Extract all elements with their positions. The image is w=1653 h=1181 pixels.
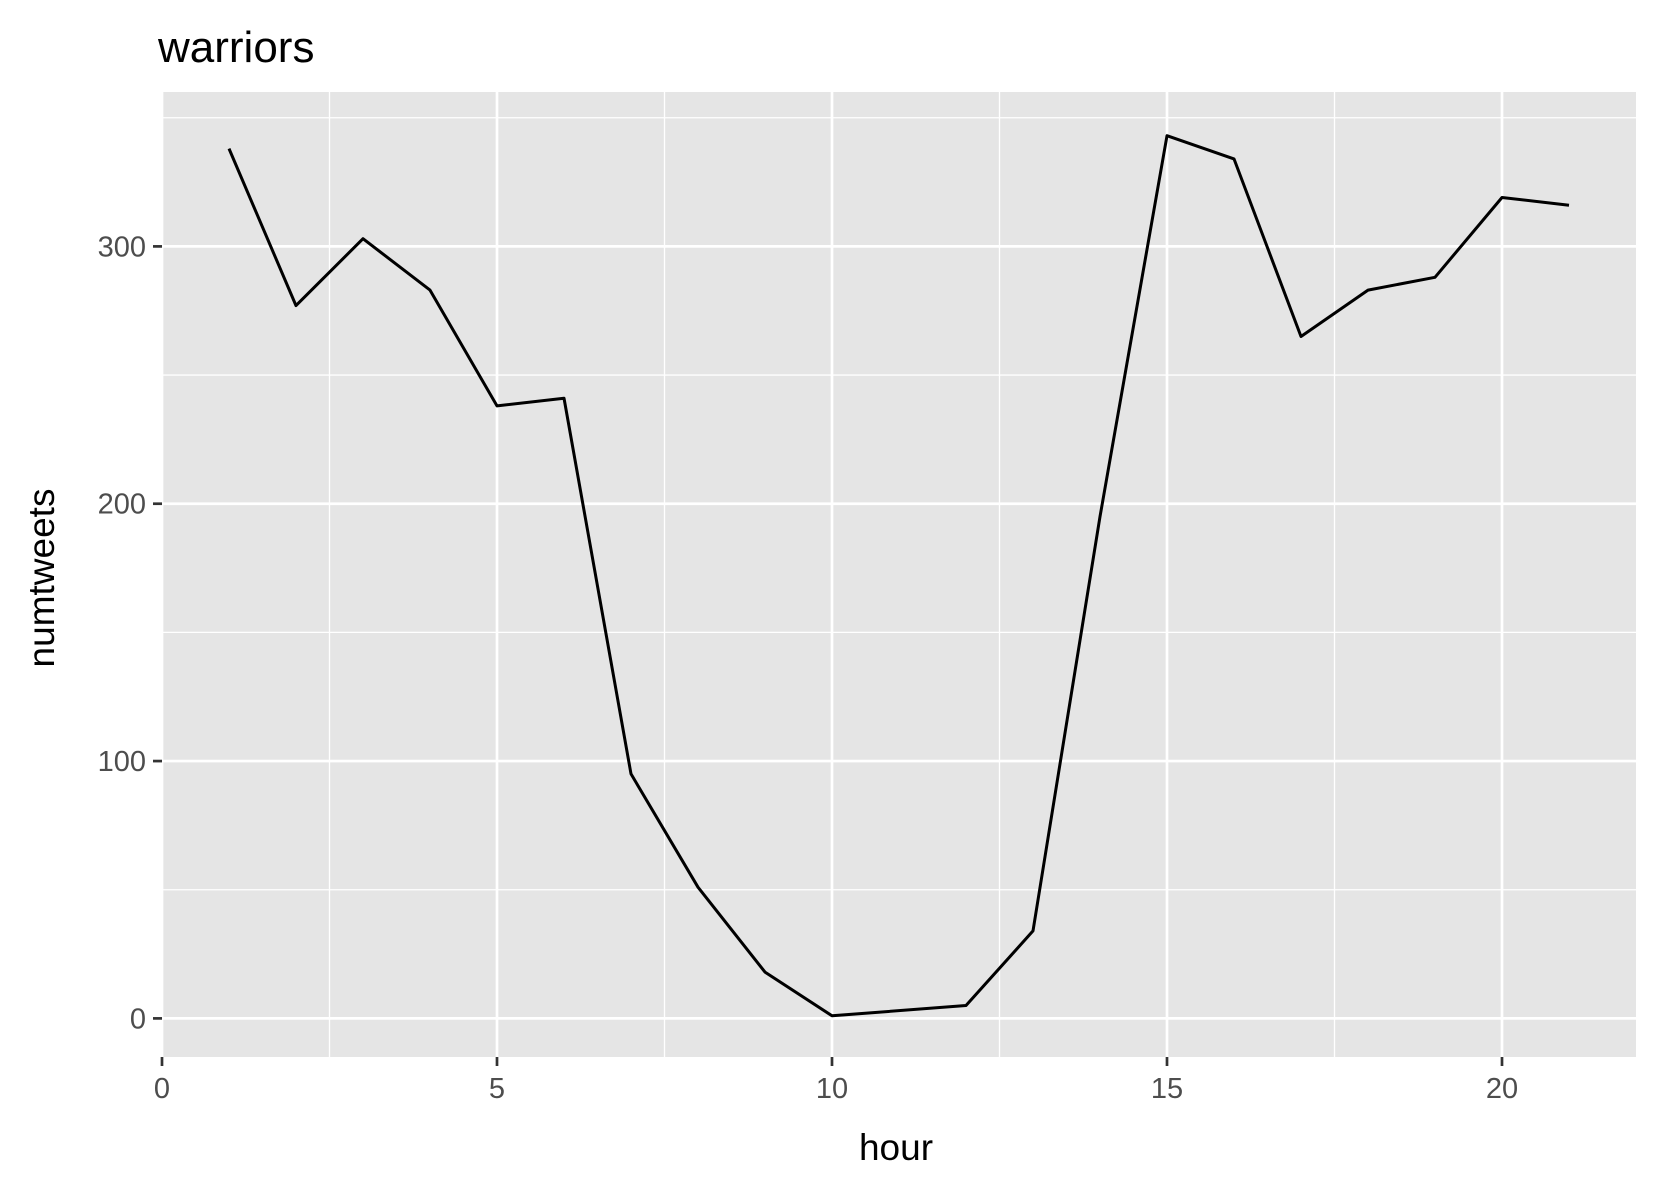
series-line [227, 134, 1570, 1018]
chart-title: warriors [157, 23, 314, 72]
minor-grid [162, 92, 1636, 1057]
x-axis-title: hour [859, 1127, 933, 1168]
x-tick-label: 5 [489, 1073, 505, 1105]
x-tick-label: 0 [154, 1073, 170, 1105]
y-axis-title: numtweets [21, 489, 62, 668]
x-tick-label: 20 [1486, 1073, 1518, 1105]
x-tick-label: 10 [816, 1073, 848, 1105]
y-tick-label: 100 [98, 746, 146, 778]
y-tick-label: 200 [98, 489, 146, 521]
plot-panel [162, 92, 1636, 1057]
y-axis: 0 100 200 300 [98, 231, 162, 1035]
major-grid [160, 92, 1636, 1057]
y-tick-label: 0 [130, 1003, 146, 1035]
y-tick-label: 300 [98, 231, 146, 263]
x-axis: 0 5 10 15 20 [154, 1057, 1518, 1105]
x-tick-label: 15 [1151, 1073, 1183, 1105]
